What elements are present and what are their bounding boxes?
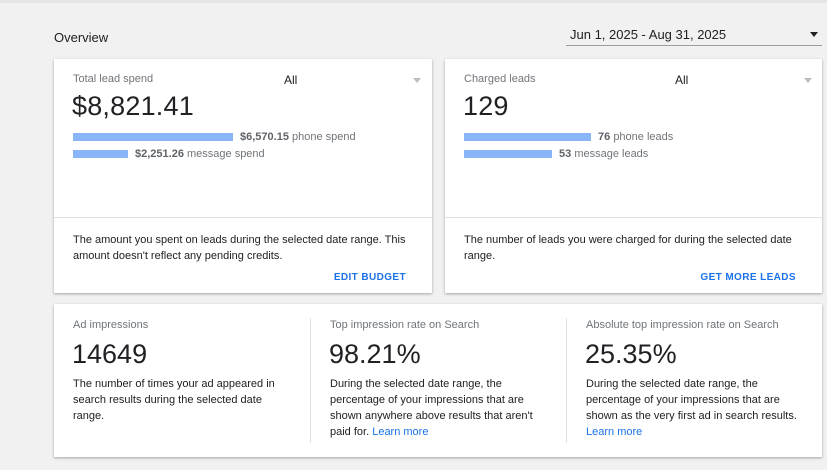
chevron-down-icon (413, 78, 421, 83)
phone-spend-bar (73, 133, 233, 141)
chevron-down-icon (810, 32, 818, 37)
edit-budget-button[interactable]: EDIT BUDGET (333, 272, 406, 283)
phone-spend-label: phone spend (292, 131, 356, 143)
card-divider (54, 217, 432, 218)
ad-impressions-description: The number of times your ad appeared in … (73, 376, 288, 424)
date-range-picker[interactable]: Jun 1, 2025 - Aug 31, 2025 (566, 24, 822, 46)
phone-leads-bar (464, 133, 591, 141)
column-separator (566, 318, 567, 443)
top-edge (0, 0, 827, 3)
impressions-card: Ad impressions 14649 The number of times… (54, 304, 822, 457)
top-impression-rate-description-text: During the selected date range, the perc… (330, 378, 533, 438)
leads-filter-dropdown[interactable]: All (675, 73, 815, 89)
absolute-top-rate-label: Absolute top impression rate on Search (586, 319, 779, 331)
leads-filter-value: All (675, 73, 689, 87)
top-impression-rate-description: During the selected date range, the perc… (330, 376, 545, 440)
lead-spend-value: $8,821.41 (72, 91, 194, 121)
charged-leads-card: Charged leads All 129 76 phone leads 53 … (445, 59, 822, 293)
ad-impressions-value: 14649 (72, 339, 148, 369)
message-spend-text: $2,251.26 message spend (135, 148, 265, 160)
get-more-leads-button[interactable]: GET MORE LEADS (700, 272, 796, 283)
lead-spend-label: Total lead spend (73, 73, 154, 85)
page-title: Overview (54, 30, 109, 45)
ad-impressions-label: Ad impressions (73, 319, 149, 331)
absolute-top-rate-value: 25.35% (585, 339, 677, 369)
column-separator (310, 318, 311, 443)
top-impression-rate-label: Top impression rate on Search (330, 319, 480, 331)
top-impression-rate-value: 98.21% (329, 339, 421, 369)
charged-leads-description: The number of leads you were charged for… (464, 234, 792, 262)
chevron-down-icon (804, 78, 812, 83)
phone-leads-amount: 76 (598, 131, 611, 143)
message-leads-text: 53 message leads (559, 148, 648, 160)
charged-leads-value: 129 (463, 91, 509, 121)
message-leads-bar (464, 150, 552, 158)
absolute-top-rate-description-text: During the selected date range, the perc… (586, 378, 797, 422)
lead-spend-description: The amount you spent on leads during the… (73, 234, 406, 262)
date-range-value: Jun 1, 2025 - Aug 31, 2025 (570, 27, 727, 42)
learn-more-link[interactable]: Learn more (372, 426, 429, 438)
message-spend-bar (73, 150, 128, 158)
lead-spend-card: Total lead spend All $8,821.41 $6,570.15… (54, 59, 432, 293)
phone-leads-label: phone leads (613, 131, 674, 143)
phone-leads-text: 76 phone leads (598, 131, 673, 143)
absolute-top-rate-description: During the selected date range, the perc… (586, 376, 808, 440)
spend-filter-value: All (284, 73, 298, 87)
phone-spend-amount: $6,570.15 (240, 131, 289, 143)
learn-more-link[interactable]: Learn more (586, 426, 643, 438)
ad-impressions-description-text: The number of times your ad appeared in … (73, 378, 275, 422)
message-spend-amount: $2,251.26 (135, 148, 184, 160)
card-divider (445, 217, 822, 218)
charged-leads-label: Charged leads (464, 73, 536, 85)
message-leads-label: message leads (574, 148, 649, 160)
phone-spend-text: $6,570.15 phone spend (240, 131, 356, 143)
message-leads-amount: 53 (559, 148, 572, 160)
message-spend-label: message spend (187, 148, 265, 160)
spend-filter-dropdown[interactable]: All (284, 73, 424, 89)
